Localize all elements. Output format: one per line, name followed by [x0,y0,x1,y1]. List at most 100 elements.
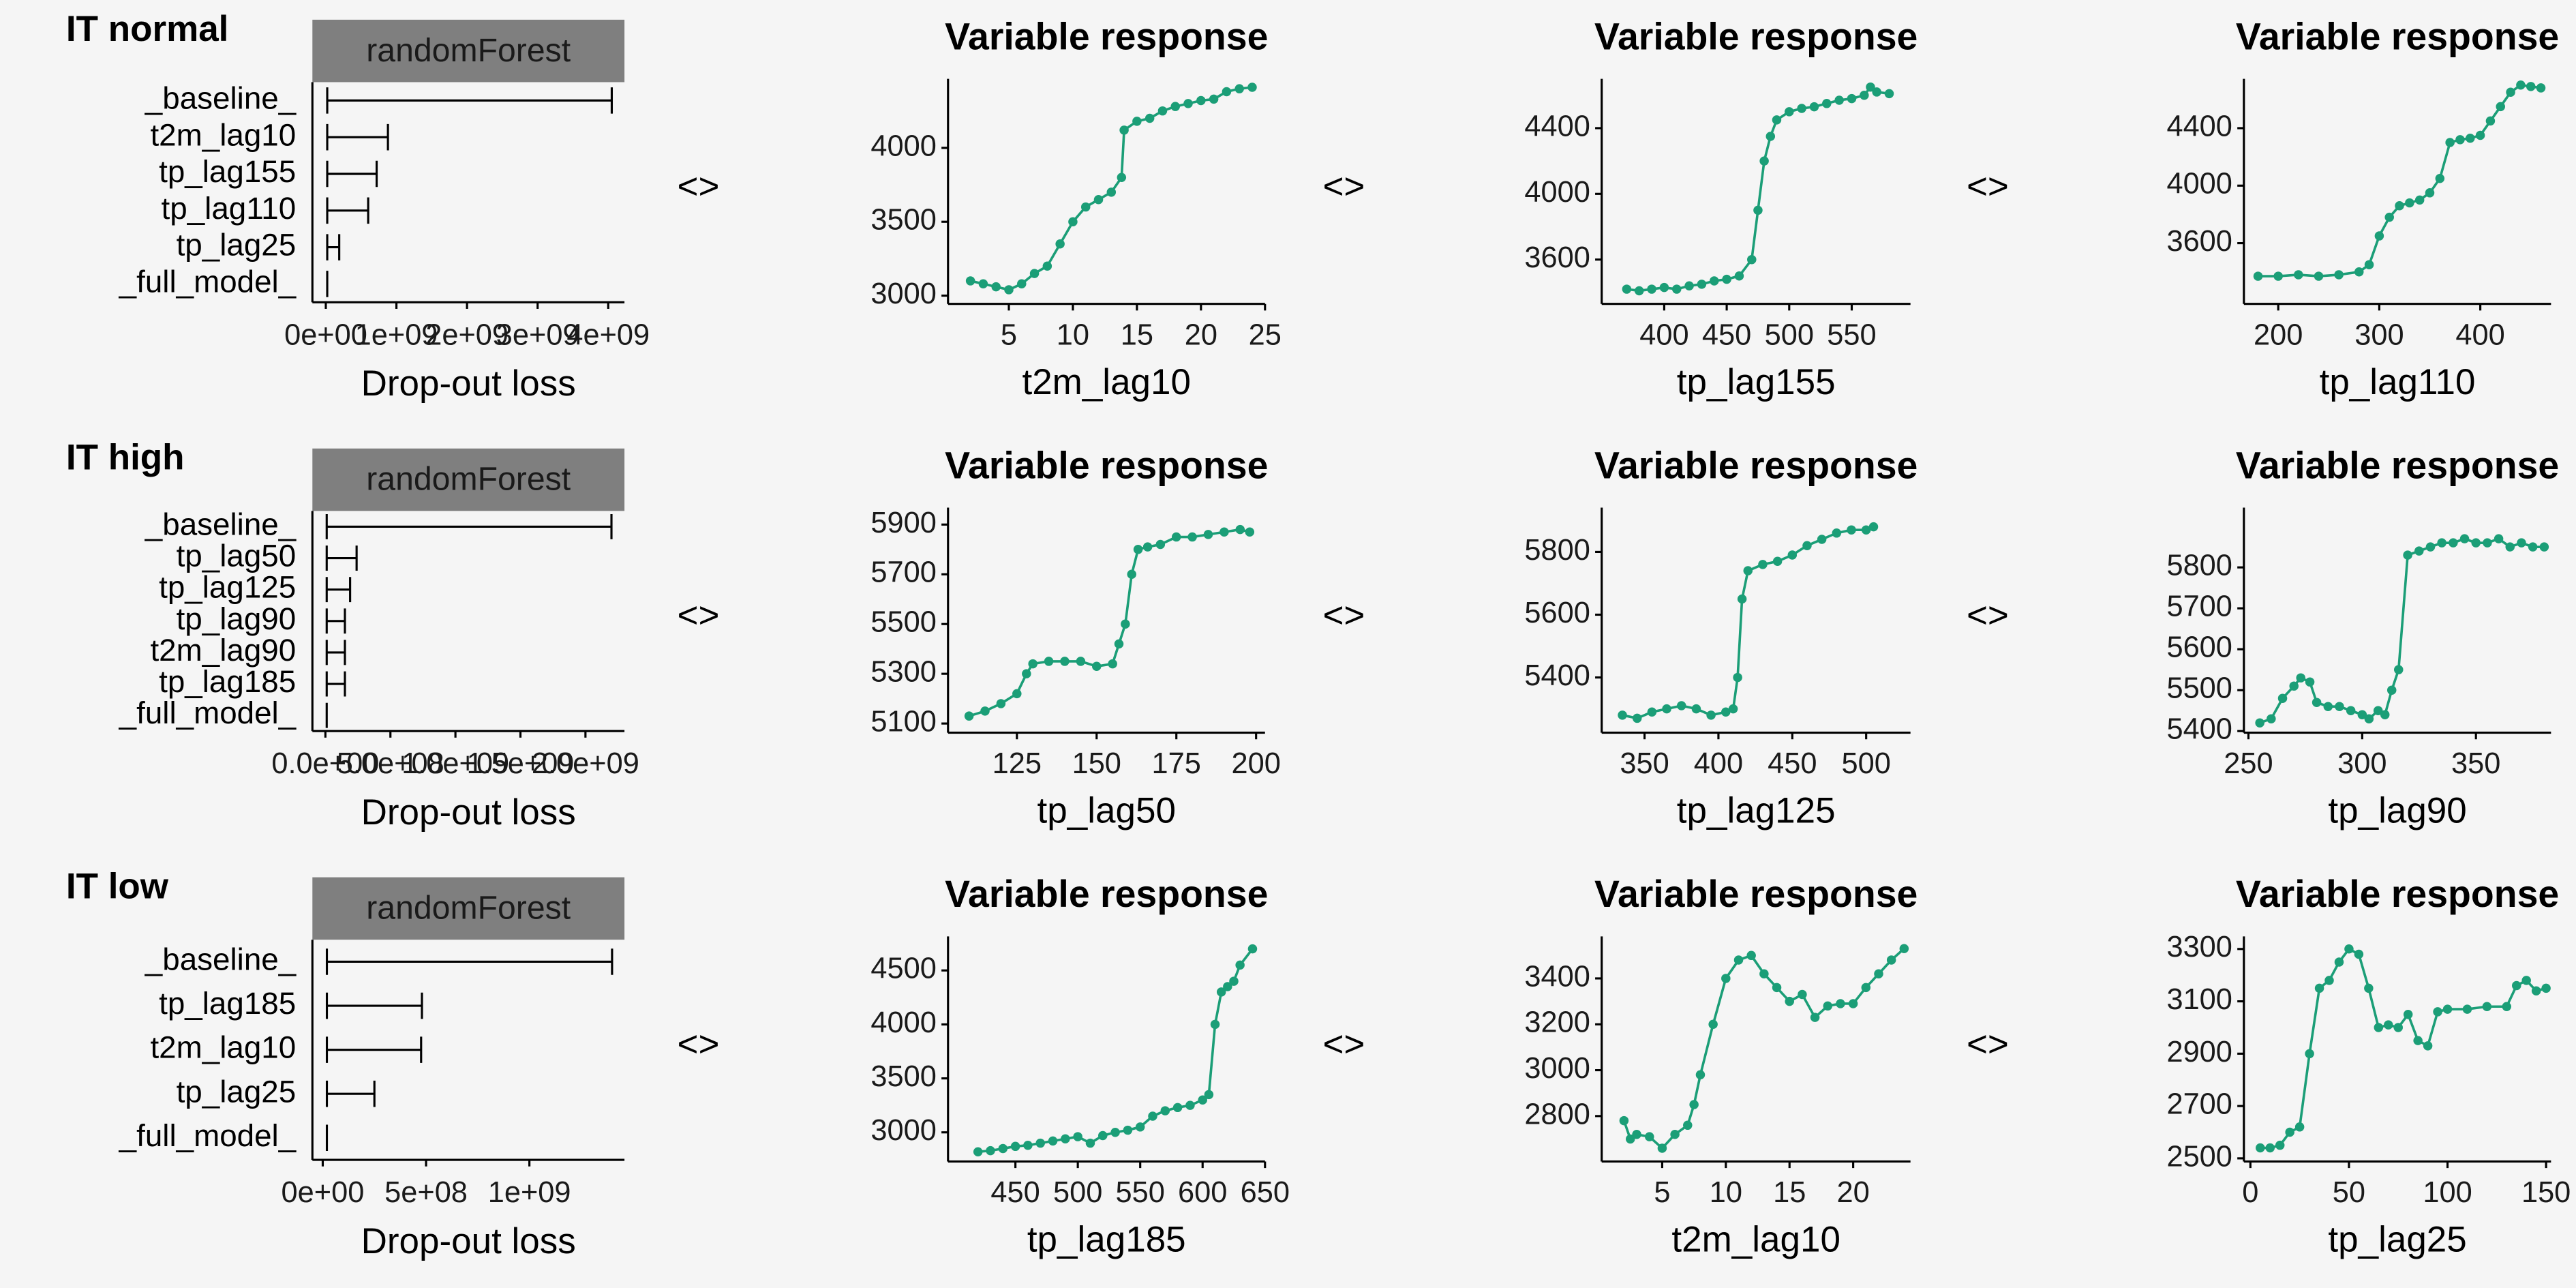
point [1787,550,1798,560]
point [2364,714,2374,723]
point [1785,996,1794,1006]
y-tick-label: 2800 [1524,1098,1590,1130]
point [2445,138,2455,147]
x-tick-label: 400 [2455,318,2504,351]
bar [325,545,358,571]
point [1171,532,1181,542]
point [2273,271,2283,281]
point [2354,949,2364,959]
point [1234,84,1244,93]
point [2380,710,2390,719]
point [1055,239,1065,249]
point [1899,944,1909,953]
x-tick-label: 0e+00 [284,318,367,351]
point [1743,566,1753,575]
category-label: tp_lag25 [177,1074,297,1109]
response-line [2259,537,2545,724]
point [1772,983,1782,993]
point [1625,1134,1635,1144]
point [2305,1049,2314,1059]
category-label: t2m_lag10 [150,117,296,152]
x-tick-label: 20 [1185,318,1217,351]
response-line [2260,947,2547,1150]
sep: <> [678,1024,720,1064]
x-tick-label: 5 [1001,318,1017,351]
point [1229,976,1239,986]
response-line [969,528,1250,717]
y-tick-label: 2900 [2166,1036,2232,1068]
point [1772,115,1782,125]
bar [326,123,389,151]
point [1802,541,1812,550]
point [1619,1115,1629,1126]
x-tick-label: 450 [990,1176,1040,1209]
point [1060,657,1070,666]
row-title: IT low [66,867,169,907]
point [1172,1103,1183,1113]
strip-label: randomForest [366,461,571,498]
x-tick-label: 250 [2224,747,2273,780]
y-tick-label: 4500 [870,953,936,985]
y-tick-label: 4000 [870,1006,936,1039]
point [1884,89,1894,99]
category-label: _full_model_ [119,265,297,299]
point [1023,1140,1033,1150]
bar [326,197,369,224]
point [2433,1007,2442,1017]
x-tick-label: 10 [1057,318,1089,351]
category-label: tp_lag185 [159,664,296,699]
point [1866,82,1875,92]
point [2471,538,2481,548]
point [2482,1002,2492,1011]
point [1160,1106,1170,1115]
point [1798,989,1807,1000]
point [1809,102,1819,112]
point [1659,282,1669,293]
point [1683,1120,1693,1130]
point [2314,983,2324,993]
point [2324,976,2334,985]
point [1632,713,1642,723]
point [2541,983,2551,993]
bar [325,640,346,665]
point [973,1147,983,1156]
point [980,706,990,716]
sep: <> [678,166,720,207]
category-label: _baseline_ [145,80,297,115]
point [2374,1023,2384,1032]
point [1834,95,1844,105]
y-tick-label: 3100 [2166,983,2232,1016]
bar [325,1080,376,1107]
point [1028,659,1037,669]
point [2403,550,2412,560]
x-tick-label: 150 [1072,747,1121,780]
point [1142,542,1153,552]
point [1185,1100,1195,1110]
point [1797,104,1806,113]
x-tick-label: 0e+00 [282,1176,365,1209]
x-axis-title: tp_lag50 [1037,791,1176,831]
point [1223,982,1232,991]
x-tick-label: 450 [1702,318,1751,351]
x-tick-label: 2.0e+09 [532,747,639,780]
response-line [1626,85,1890,293]
point [1183,99,1193,108]
point [2483,538,2492,548]
category-label: tp_lag50 [177,539,297,573]
point [1810,1013,1820,1022]
x-tick-label: 10 [1710,1176,1742,1209]
point [2526,82,2536,91]
point [1073,1132,1082,1141]
point [1157,106,1168,116]
point [2425,188,2435,198]
point [2506,87,2515,98]
x-tick-label: 1e+09 [488,1176,571,1209]
point [1022,669,1031,678]
point [1848,999,1858,1008]
sep: <> [1967,166,2009,207]
bar [325,671,346,697]
point [2253,271,2263,281]
x-axis-title: tp_lag110 [2320,362,2476,402]
point [1117,173,1127,182]
